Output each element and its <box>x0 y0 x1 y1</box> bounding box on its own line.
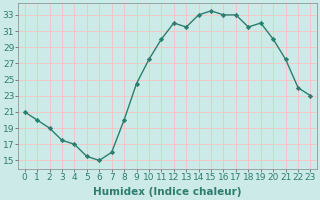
X-axis label: Humidex (Indice chaleur): Humidex (Indice chaleur) <box>93 187 242 197</box>
